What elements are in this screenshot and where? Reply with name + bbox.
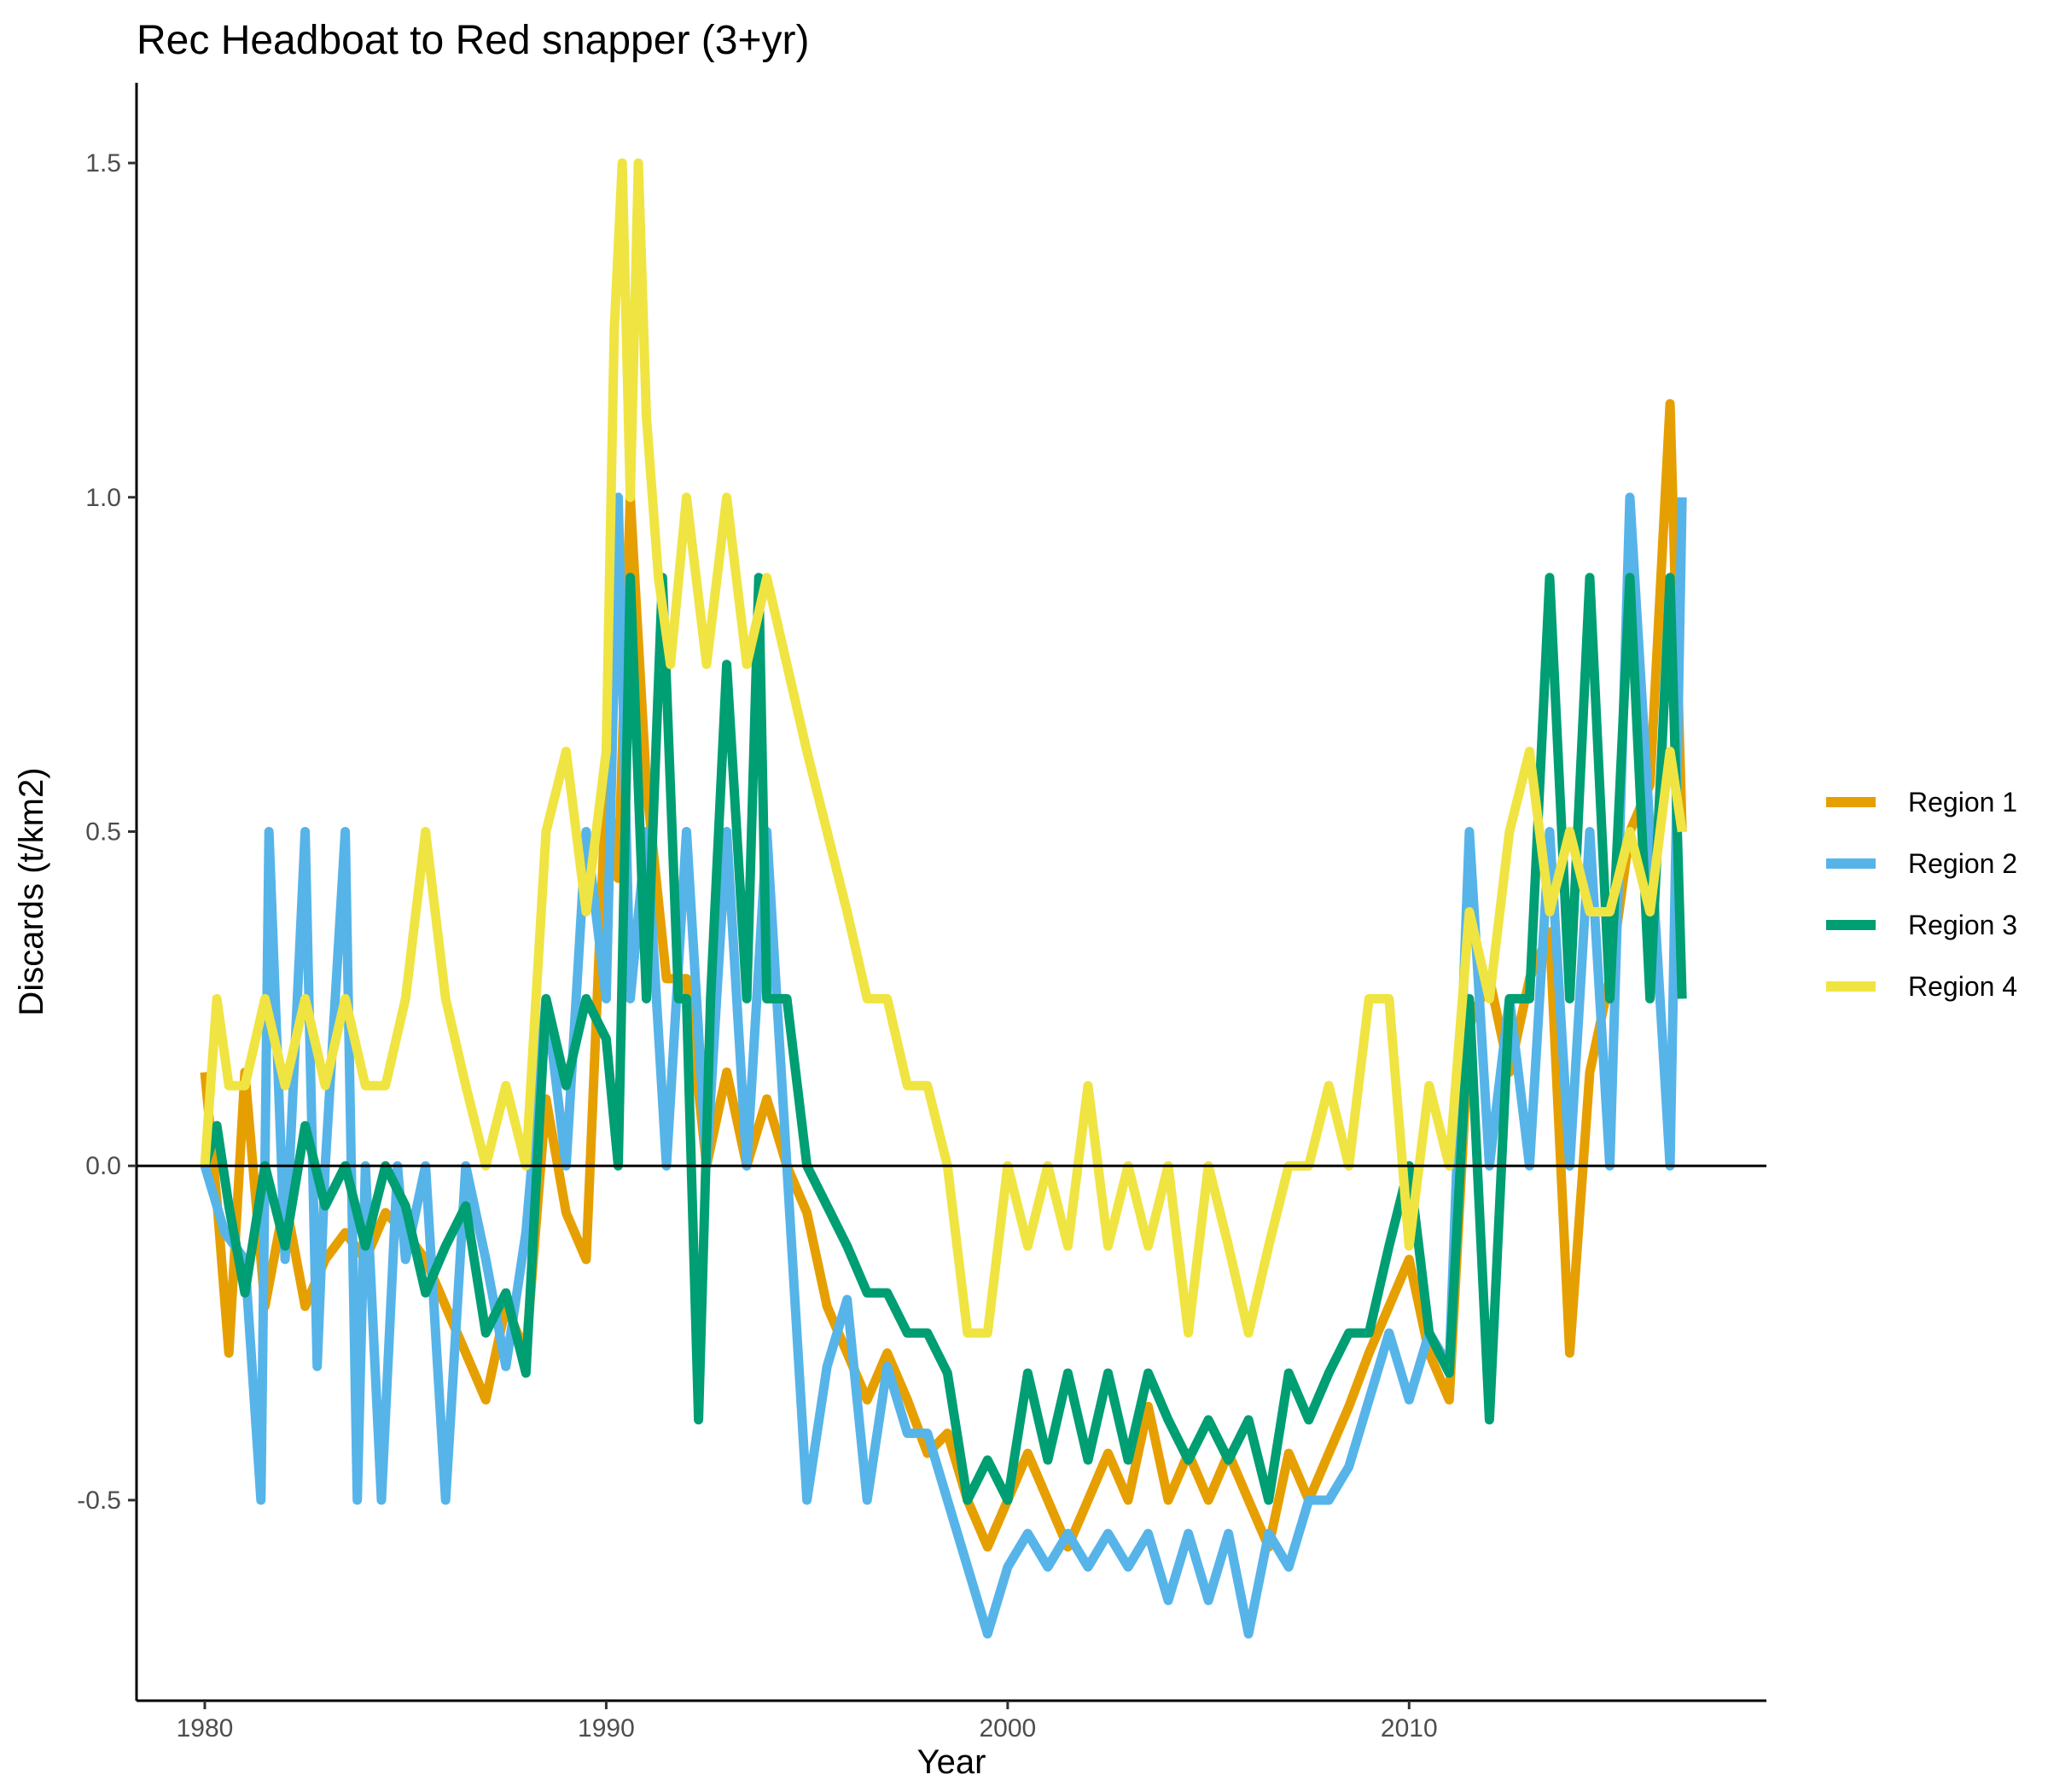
- y-tick-label: 1.5: [85, 149, 121, 177]
- y-axis-title: Discards (t/km2): [13, 767, 50, 1015]
- y-axis-ticks: -0.5 0.0 0.5 1.0 1.5: [77, 149, 137, 1515]
- series-line-region-4: [200, 158, 1687, 1338]
- series-line-region-3: [200, 573, 1687, 1505]
- legend-label: Region 2: [1908, 848, 2017, 879]
- y-tick-label: 0.5: [85, 817, 121, 846]
- legend-label: Region 1: [1908, 787, 2017, 817]
- chart-title: Rec Headboat to Red snapper (3+yr): [137, 18, 809, 63]
- series-line-region-1: [200, 399, 1687, 1552]
- x-tick-label: 2000: [979, 1714, 1036, 1743]
- x-axis-title: Year: [917, 1743, 986, 1781]
- x-tick-label: 1990: [578, 1714, 635, 1743]
- x-tick-label: 2010: [1381, 1714, 1438, 1743]
- y-tick-label: 1.0: [85, 484, 121, 512]
- legend-label: Region 3: [1908, 910, 2017, 940]
- series-layer: [200, 158, 1687, 1639]
- x-tick-label: 1980: [177, 1714, 234, 1743]
- y-tick-label: -0.5: [77, 1487, 121, 1515]
- series-line-region-2: [200, 492, 1687, 1639]
- legend: Region 1 Region 2 Region 3 Region 4: [1826, 787, 2017, 1002]
- x-axis-ticks: 1980 1990 2000 2010: [177, 1701, 1438, 1743]
- legend-label: Region 4: [1908, 971, 2017, 1002]
- y-tick-label: 0.0: [85, 1152, 121, 1180]
